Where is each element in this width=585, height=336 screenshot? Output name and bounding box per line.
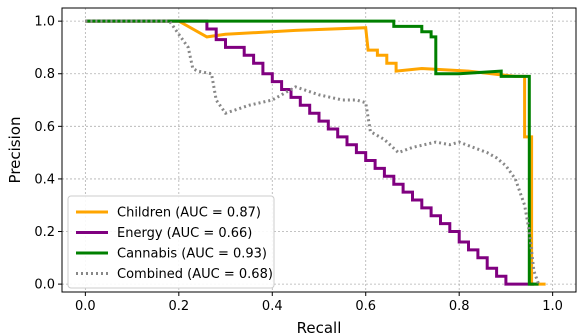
legend-label: Cannabis (AUC = 0.93) (117, 247, 267, 262)
series-line-2 (85, 19, 539, 286)
x-tick-label: 0.0 (75, 299, 96, 314)
y-tick-label: 1.0 (34, 15, 55, 30)
x-tick-label: 0.4 (262, 299, 283, 314)
series-layer (85, 19, 546, 286)
x-tick-label: 1.0 (542, 299, 563, 314)
series-line-0 (85, 19, 546, 286)
series-line-3 (85, 19, 541, 285)
legend: Children (AUC = 0.87) Energy (AUC = 0.66)… (67, 195, 275, 289)
y-tick-label: 0.0 (34, 278, 55, 293)
series-line-1 (85, 19, 534, 286)
legend-label: Children (AUC = 0.87) (117, 206, 261, 221)
x-tick-label: 0.2 (168, 299, 189, 314)
y-tick-label: 0.2 (34, 225, 55, 240)
y-tick-label: 0.6 (34, 120, 55, 135)
y-tick-label: 0.8 (34, 67, 55, 82)
legend-box (67, 195, 275, 289)
y-tick-label: 0.4 (34, 172, 55, 187)
x-tick-label: 0.6 (355, 299, 376, 314)
x-tick-label: 0.8 (449, 299, 470, 314)
plot-frame (61, 7, 577, 293)
x-axis-label: Recall (297, 319, 342, 336)
axis-ticks: 0.0 0.2 0.4 0.6 0.8 1.0 0.0 0.2 0.4 0.6 0.8 1.0 (34, 15, 563, 314)
y-axis-label: Precision (6, 117, 24, 184)
legend-label: Energy (AUC = 0.66) (117, 226, 252, 241)
legend-label: Combined (AUC = 0.68) (117, 267, 273, 282)
